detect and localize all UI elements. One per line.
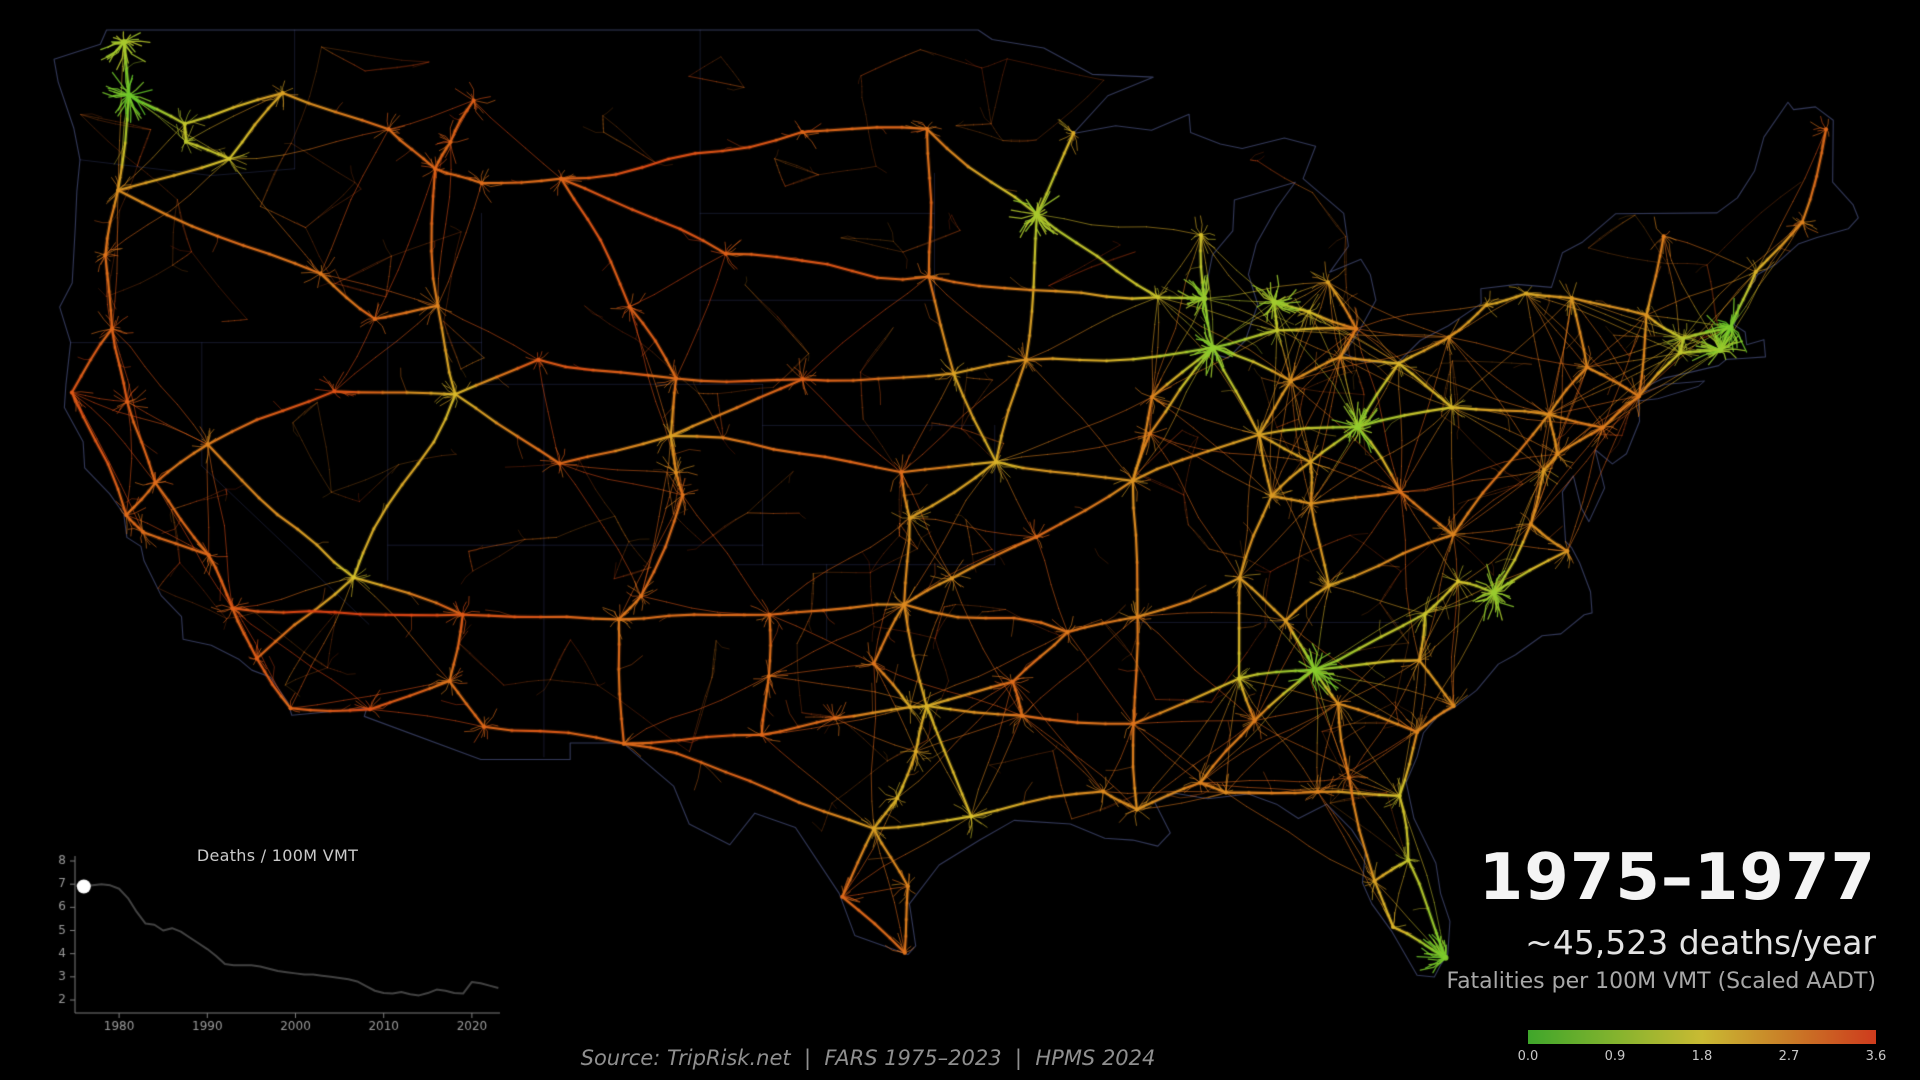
trend-chart-title: Deaths / 100M VMT xyxy=(196,846,359,865)
legend-tick: 0.9 xyxy=(1604,1049,1626,1064)
deaths-per-year-label: ~45,523 deaths/year xyxy=(1525,923,1876,962)
legend-tick: 1.8 xyxy=(1691,1049,1713,1064)
legend-tick: 2.7 xyxy=(1778,1049,1800,1064)
year-range-title: 1975–1977 xyxy=(1478,841,1876,915)
trend-chart-panel: Deaths / 100M VMT xyxy=(40,838,515,1053)
source-attribution: Source: TripRisk.net | FARS 1975–2023 | … xyxy=(580,1046,1156,1070)
color-legend: 0.0 0.9 1.8 2.7 3.6 xyxy=(1518,1030,1887,1065)
legend-tick: 0.0 xyxy=(1517,1049,1539,1064)
legend-gradient-bar xyxy=(1528,1030,1876,1044)
title-block: 1975–1977 ~45,523 deaths/year Fatalities… xyxy=(1446,846,1876,993)
metric-subtitle: Fatalities per 100M VMT (Scaled AADT) xyxy=(1446,969,1876,994)
legend-tick: 3.6 xyxy=(1865,1049,1887,1064)
trend-chart-canvas xyxy=(40,838,515,1053)
legend-tick-labels: 0.0 0.9 1.8 2.7 3.6 xyxy=(1518,1049,1887,1065)
